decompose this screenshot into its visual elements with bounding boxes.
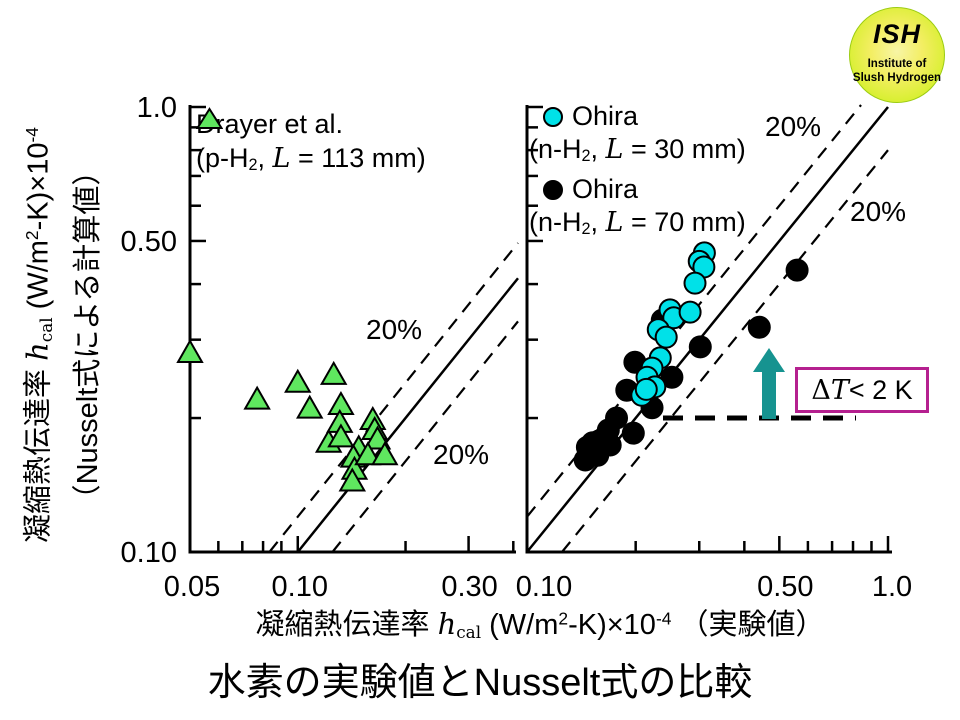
legend-item-drayer: Drayer et al. — [196, 107, 426, 141]
data-point-triangle — [371, 441, 399, 466]
legend-right-panel: Ohira (n-H2, L = 30 mm) Ohira (n-H2, L =… — [529, 100, 746, 246]
x-tick-label: 0.30 — [441, 571, 497, 603]
x-tick-label: 0.50 — [757, 571, 813, 603]
data-point-circle — [683, 271, 707, 295]
deviation-line — [268, 242, 519, 553]
legend-detail: (n-H2, L = 70 mm) — [529, 207, 746, 239]
deviation-label-left-lower: 20% — [433, 439, 490, 470]
logo-subtitle-line1: Institute of — [867, 58, 927, 70]
deviation-line — [331, 320, 519, 553]
deviation-label-right-lower: 20% — [850, 196, 907, 227]
parity-line — [296, 277, 519, 553]
data-point-circle — [654, 325, 678, 349]
data-point-triangle — [319, 360, 348, 385]
parity-line — [526, 106, 889, 553]
y-axis-label: 凝縮熱伝達率 hcal (W/m2-K)×10-4 （Nusselt式による計算… — [11, 55, 121, 615]
legend-label: Ohira — [572, 174, 639, 205]
data-point-circle — [678, 300, 702, 324]
y-tick-label: 0.50 — [121, 226, 177, 258]
y-tick-label: 0.10 — [121, 537, 177, 569]
up-arrow-icon — [753, 348, 785, 419]
x-tick-label: 0.10 — [516, 571, 572, 603]
circle-marker-cyan-icon — [543, 107, 563, 127]
data-point-triangle — [338, 467, 367, 492]
data-point-triangle — [243, 385, 271, 410]
legend-left-panel: Drayer et al. (p-H2, L = 113 mm) — [196, 107, 426, 182]
data-point-triangle — [327, 423, 355, 448]
deviation-label-right-upper: 20% — [765, 111, 822, 142]
y-axis-label-line2: （Nusselt式による計算値） — [71, 156, 104, 514]
logo-acronym: ISH — [872, 19, 921, 49]
logo-subtitle-line2: Slush Hydrogen — [852, 72, 942, 84]
data-point-circle — [747, 315, 771, 339]
x-tick-label: 0.05 — [164, 571, 220, 603]
legend-item-ohira-30: Ohira — [529, 100, 746, 133]
data-point-triangle — [354, 441, 382, 466]
data-point-circle — [634, 377, 658, 401]
data-point-circle — [660, 365, 684, 389]
data-point-circle — [621, 421, 645, 445]
y-axis-label-line1: 凝縮熱伝達率 hcal (W/m2-K)×10-4 — [20, 127, 56, 543]
legend-detail: (n-H2, L = 30 mm) — [529, 134, 746, 166]
data-point-circle — [598, 433, 622, 457]
x-axis-label: 凝縮熱伝達率 hcal (W/m2-K)×10-4 （実験値） — [255, 607, 825, 643]
ish-logo: ISH Institute of Slush Hydrogen — [849, 7, 945, 103]
triangle-marker-icon — [196, 107, 223, 129]
x-tick-label: 1.0 — [872, 571, 912, 603]
chart-title: 水素の実験値とNusselt式の比較 — [207, 662, 753, 704]
legend-label: Drayer et al. — [196, 109, 344, 139]
legend-detail: (p-H2, L = 113 mm) — [196, 143, 426, 175]
data-point-circle — [688, 335, 712, 359]
data-point-triangle — [176, 338, 204, 364]
y-tick-label: 1.0 — [137, 92, 177, 124]
data-point-triangle — [284, 368, 312, 393]
legend-label: Ohira — [572, 101, 639, 131]
x-tick-label: 0.10 — [272, 571, 328, 603]
circle-marker-black-icon — [543, 180, 563, 201]
deviation-label-left-upper: 20% — [366, 314, 423, 345]
data-point-triangle — [296, 394, 324, 419]
data-point-circle — [785, 258, 809, 282]
data-point-triangle — [327, 390, 355, 415]
legend-item-ohira-70: Ohira — [529, 173, 746, 206]
data-point-triangle — [363, 425, 392, 450]
